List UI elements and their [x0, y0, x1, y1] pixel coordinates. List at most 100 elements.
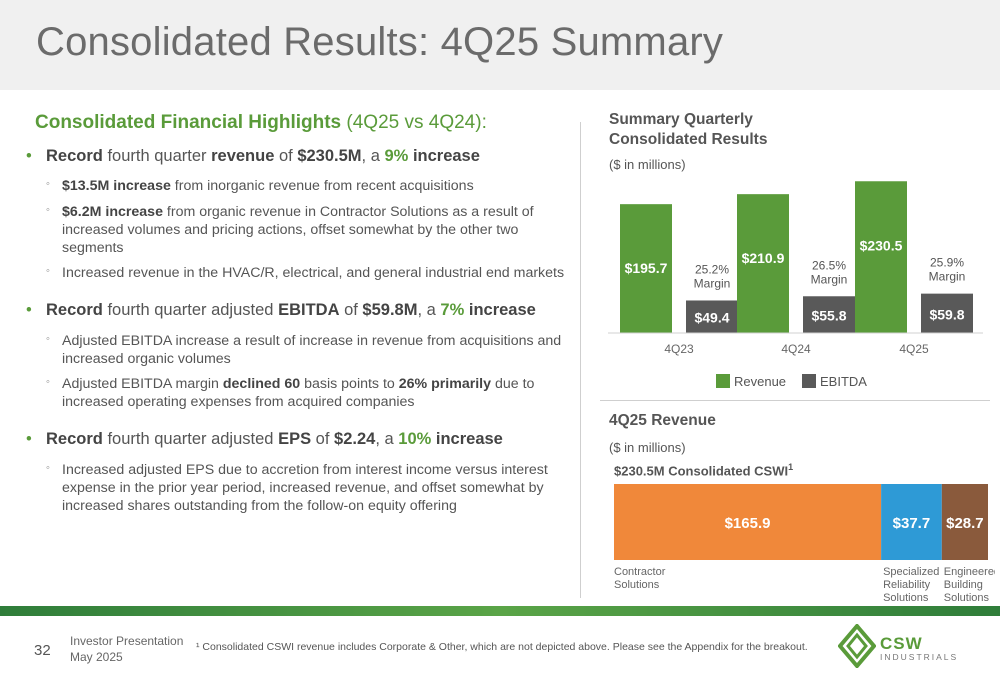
- ebitda-bar-label: $55.8: [811, 308, 846, 324]
- vertical-divider: [580, 122, 581, 598]
- increase-word: increase: [435, 430, 503, 449]
- category-tick-label: 4Q25: [899, 342, 929, 356]
- bullet-text: of: [311, 430, 335, 449]
- increase-word: increase: [412, 147, 480, 165]
- segment-name-label: Building: [944, 579, 983, 591]
- eps-sub-bullets: Increased adjusted EPS due to accretion …: [46, 461, 574, 516]
- segment-name-label: Solutions: [944, 592, 990, 604]
- quarterly-chart-units: ($ in millions): [609, 157, 686, 172]
- legend-ebitda-swatch: [802, 374, 816, 388]
- segment-name-label: Engineered: [944, 566, 995, 578]
- segment-name-label: Solutions: [883, 592, 929, 604]
- margin-percent: 25.2%: [695, 262, 729, 276]
- ebitda-bar-label: $59.8: [929, 306, 964, 322]
- metric-value: $230.5M: [297, 147, 362, 165]
- footer-band: [0, 606, 1000, 616]
- bullet-text: fourth quarter: [102, 147, 212, 165]
- growth-percent: 7%: [440, 301, 465, 320]
- sub-bullet-text: basis points to: [300, 376, 399, 393]
- presentation-name: Investor Presentation: [70, 634, 184, 648]
- revenue-bullet: Record fourth quarter revenue of $230.5M…: [24, 146, 574, 168]
- presentation-info: Investor Presentation May 2025: [70, 633, 183, 665]
- presentation-date: May 2025: [70, 650, 123, 665]
- metric-word: EPS: [278, 430, 312, 449]
- category-tick-label: 4Q24: [781, 342, 811, 356]
- ebitda-bar-label: $49.4: [694, 310, 729, 326]
- growth-percent: 10%: [398, 430, 432, 449]
- metric-word: EBITDA: [278, 301, 340, 320]
- sub-bullet-text: from organic revenue in Contractor Solut…: [62, 203, 534, 256]
- page-number: 32: [34, 642, 51, 659]
- horizontal-divider: [600, 400, 990, 401]
- category-tick-label: 4Q23: [664, 342, 694, 356]
- ebitda-bar: [686, 300, 738, 333]
- sub-bullet: Adjusted EBITDA margin declined 60 basis…: [46, 375, 574, 411]
- bullet-text: , a: [417, 301, 441, 320]
- margin-label: Margin: [811, 272, 848, 286]
- sub-bullet-text: from inorganic revenue from recent acqui…: [170, 178, 474, 195]
- revenue-segment-bar: [941, 484, 988, 560]
- slide-title: Consolidated Results: 4Q25 Summary: [36, 20, 724, 64]
- legend-ebitda-label: EBITDA: [820, 374, 867, 389]
- highlights-panel: Consolidated Financial Highlights (4Q25 …: [24, 112, 574, 533]
- sub-bullet-text: Adjusted EBITDA increase a result of inc…: [62, 332, 562, 367]
- metric-word: revenue: [211, 147, 275, 165]
- bullet-text: fourth quarter adjusted: [102, 430, 279, 449]
- segment-name-label: Specialized: [883, 566, 939, 578]
- metric-value: $2.24: [334, 430, 376, 449]
- revenue-bar: [737, 194, 789, 333]
- sub-bullet-text: Increased revenue in the HVAC/R, electri…: [62, 265, 565, 282]
- revenue-sub-bullets: $13.5M increase from inorganic revenue f…: [46, 177, 574, 282]
- sub-bullet: Increased adjusted EPS due to accretion …: [46, 461, 574, 516]
- quarterly-results-chart: $195.7$49.425.2%Margin4Q23$210.9$55.826.…: [608, 181, 983, 389]
- revenue-bar-label: $230.5: [860, 237, 903, 253]
- record-word: Record: [46, 430, 103, 449]
- logo-wordmark: CSW: [880, 634, 923, 653]
- csw-logo-icon: [838, 624, 876, 668]
- margin-label: Margin: [929, 270, 966, 284]
- quarterly-chart-title: Summary Quarterly Consolidated Results: [609, 111, 768, 149]
- highlights-heading: Consolidated Financial Highlights (4Q25 …: [35, 112, 574, 134]
- segment-name-label: Reliability: [883, 579, 931, 591]
- record-word: Record: [46, 147, 103, 165]
- highlights-heading-period: (4Q25 vs 4Q24):: [341, 112, 487, 133]
- revenue-bar-label: $210.9: [742, 250, 785, 266]
- bullet-text: , a: [361, 147, 385, 165]
- revenue-bar: [855, 181, 907, 333]
- footer: [0, 616, 1000, 685]
- logo-subtext: INDUSTRIALS: [880, 652, 959, 662]
- revenue-bar-label: $195.7: [625, 260, 668, 276]
- growth-percent: 9%: [384, 147, 409, 165]
- legend-revenue-swatch: [716, 374, 730, 388]
- increase-word: increase: [468, 301, 536, 320]
- ebitda-bar: [921, 293, 973, 333]
- sub-bullet: Increased revenue in the HVAC/R, electri…: [46, 264, 574, 282]
- metric-value: $59.8M: [362, 301, 418, 320]
- revenue-bar: [620, 204, 672, 333]
- margin-percent: 26.5%: [812, 258, 846, 272]
- sub-bullet-text: Adjusted EBITDA margin: [62, 376, 223, 393]
- margin-percent: 25.9%: [930, 256, 964, 270]
- footnote-marker: 1: [788, 462, 794, 472]
- bullet-text: , a: [375, 430, 399, 449]
- ebitda-sub-bullets: Adjusted EBITDA increase a result of inc…: [46, 332, 574, 412]
- sub-bullet-bold: $6.2M increase: [62, 203, 163, 220]
- footnote: ¹ Consolidated CSWI revenue includes Cor…: [196, 641, 808, 653]
- sub-bullet-text: Increased adjusted EPS due to accretion …: [62, 461, 548, 515]
- revenue-segment-bar: [614, 484, 882, 560]
- segment-value-label: $28.7: [946, 515, 984, 532]
- bullet-text: of: [339, 301, 363, 320]
- bullet-text: fourth quarter adjusted: [102, 301, 279, 320]
- consolidated-label: $230.5M Consolidated CSWI1: [614, 462, 793, 478]
- segment-name-label: Solutions: [614, 579, 660, 591]
- sub-bullet: Adjusted EBITDA increase a result of inc…: [46, 332, 574, 368]
- revenue-chart-units: ($ in millions): [609, 440, 686, 455]
- consolidated-label-text: $230.5M Consolidated CSWI: [614, 463, 789, 479]
- sub-bullet-bold: 26% primarily: [398, 376, 492, 393]
- segment-name-label: Contractor: [614, 566, 666, 578]
- margin-label: Margin: [694, 276, 731, 290]
- sub-bullet: $6.2M increase from organic revenue in C…: [46, 203, 574, 258]
- title-band: [0, 0, 1000, 90]
- segment-value-label: $165.9: [725, 515, 771, 532]
- highlights-heading-bold: Consolidated Financial Highlights: [35, 112, 342, 133]
